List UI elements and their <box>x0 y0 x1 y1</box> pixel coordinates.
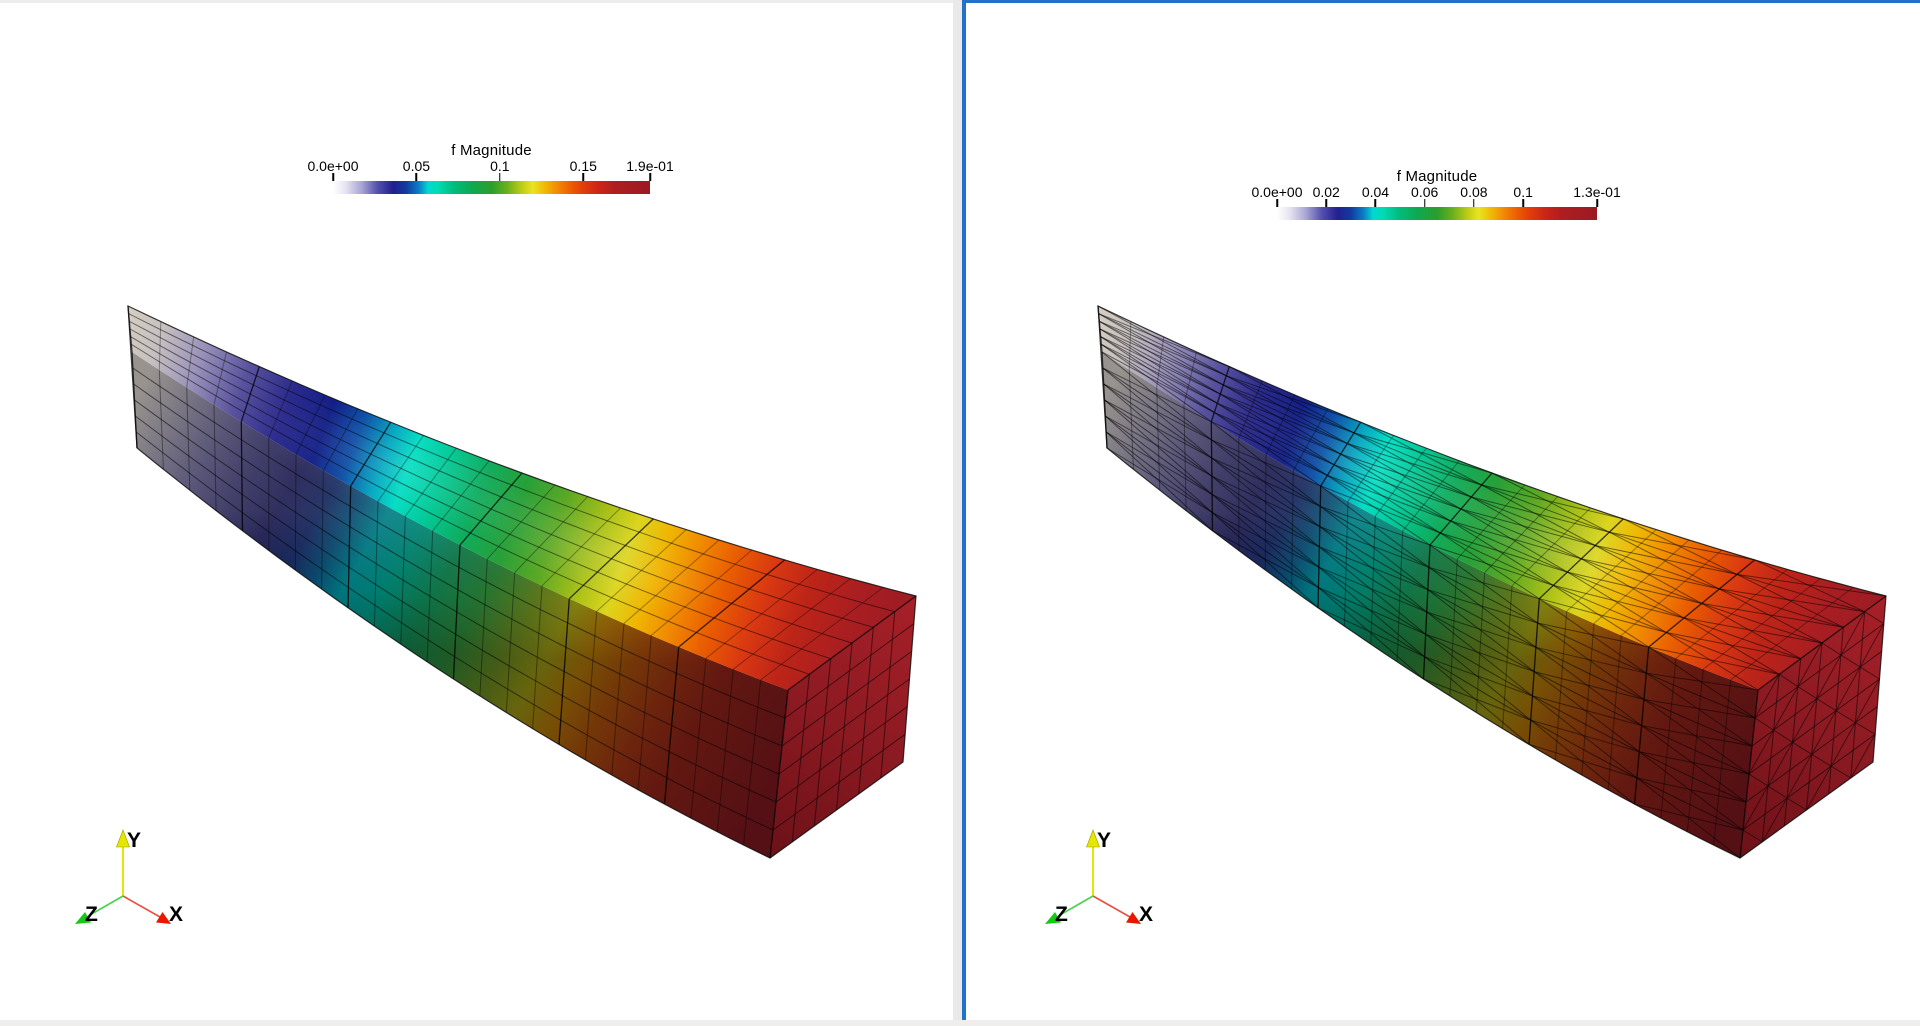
colorbar-title: f Magnitude <box>1396 168 1478 185</box>
window-bottom-strip <box>0 1020 1920 1026</box>
colorbar-tick-label: 0.04 <box>1361 184 1390 200</box>
colorbar-tick-label: 0.02 <box>1312 184 1340 200</box>
colorbar-tick-label: 0.0e+00 <box>307 158 359 174</box>
colorbar-tick-label: 1.9e-01 <box>626 158 674 174</box>
colorbar-tick-mark <box>1374 199 1377 207</box>
colorbar-tick-mark <box>1423 199 1426 207</box>
render-view-left[interactable]: f Magnitude 0.0e+00 0.05 0.1 0.15 1.9e-01 <box>0 0 953 1020</box>
colorbar-tick-label: 0.05 <box>402 158 431 174</box>
colorbar-tick-label: 0.1 <box>1513 184 1533 200</box>
colorbar-tick-mark <box>1522 199 1524 207</box>
colorbar-gradient <box>1277 207 1597 220</box>
colorbar-tick-mark <box>415 173 418 181</box>
colorbar-tick-mark <box>1276 199 1278 207</box>
colorbar-title: f Magnitude <box>451 142 532 159</box>
colorbar-tick-mark <box>582 173 585 181</box>
colorbar-tick-label: 1.3e-01 <box>1573 184 1621 200</box>
colorbar-tick-label: 0.06 <box>1411 184 1439 200</box>
colorbar-tick-mark <box>1596 199 1598 207</box>
colorbar-tick-mark <box>499 173 501 181</box>
colorbar-tick-mark <box>332 173 334 181</box>
colorbar-tick-label: 0.1 <box>490 158 510 174</box>
colorbar-tick-label: 0.15 <box>569 158 597 174</box>
colorbar-tick-mark <box>649 173 651 181</box>
view-divider[interactable] <box>953 0 962 1020</box>
colorbar-tick-label: 0.0e+00 <box>1251 184 1303 200</box>
colorbar-tick-mark <box>1325 199 1327 207</box>
colorbar-gradient <box>333 181 650 194</box>
render-view-right[interactable]: f Magnitude 0.0e+00 0.02 0.04 0.06 0.08 0.1 1.… <box>962 0 1920 1020</box>
colorbar-tick-mark <box>1473 199 1475 207</box>
colorbar-tick-label: 0.08 <box>1460 184 1488 200</box>
